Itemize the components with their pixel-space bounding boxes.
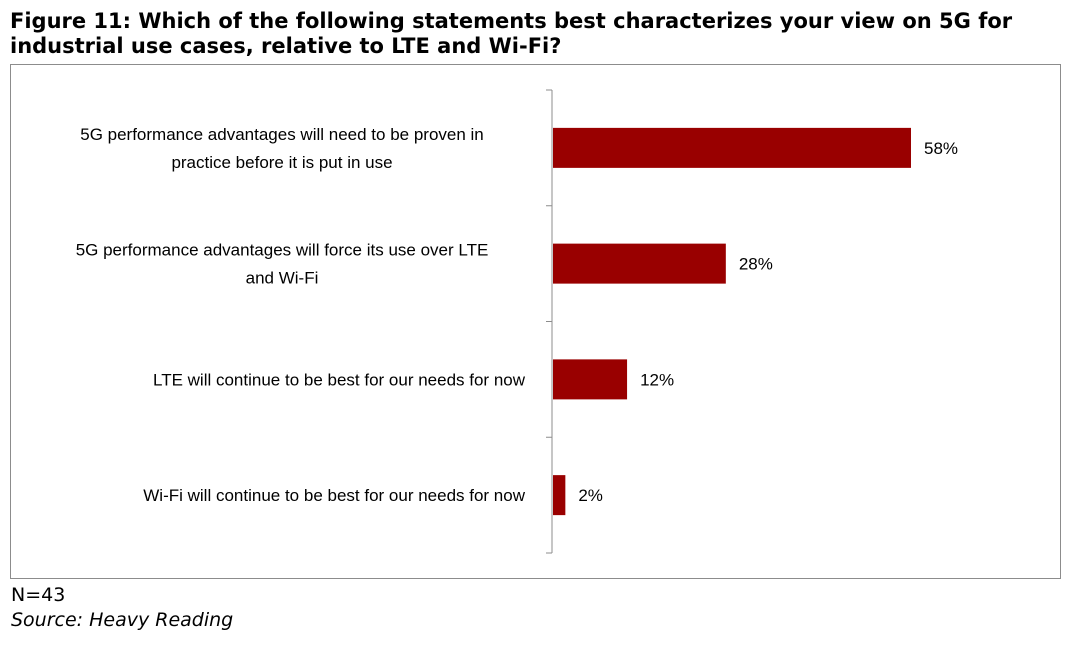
bar-2 xyxy=(553,243,726,284)
category-label-line: practice before it is put in use xyxy=(171,153,392,172)
value-label-1: 58% xyxy=(924,139,958,158)
value-label-2: 28% xyxy=(739,255,773,274)
value-label-4: 2% xyxy=(578,486,603,505)
source-note: Source: Heavy Reading xyxy=(11,609,234,631)
category-label-3: LTE will continue to be best for our nee… xyxy=(153,370,526,389)
sample-size-note: N=43 xyxy=(11,584,66,606)
category-label-line: Wi-Fi will continue to be best for our n… xyxy=(143,486,525,505)
value-label-3: 12% xyxy=(640,370,674,389)
bar-3 xyxy=(553,359,628,400)
bar-1 xyxy=(553,127,911,168)
category-label-4: Wi-Fi will continue to be best for our n… xyxy=(143,486,525,505)
category-label-line: LTE will continue to be best for our nee… xyxy=(153,370,526,389)
bar-4 xyxy=(553,475,566,516)
category-label-line: and Wi-Fi xyxy=(246,269,319,288)
category-label-2: 5G performance advantages will force its… xyxy=(76,241,489,288)
category-label-line: 5G performance advantages will force its… xyxy=(76,241,489,260)
chart-title: Figure 11: Which of the following statem… xyxy=(10,9,1013,58)
category-label-1: 5G performance advantages will need to b… xyxy=(80,125,484,172)
category-label-line: 5G performance advantages will need to b… xyxy=(80,125,484,144)
